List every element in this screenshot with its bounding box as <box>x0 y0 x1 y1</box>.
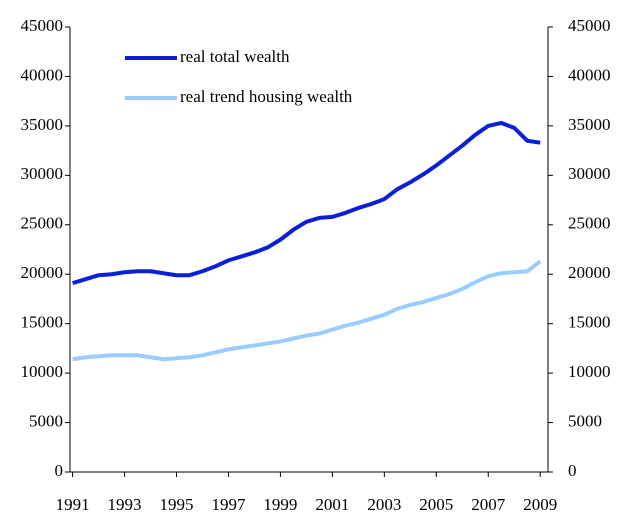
y-tick-label: 20000 <box>21 263 64 282</box>
x-tick-label: 1997 <box>211 495 246 514</box>
y-tick-label: 30000 <box>21 164 64 183</box>
x-tick-label: 1991 <box>56 495 90 514</box>
y2-tick-label: 35000 <box>568 115 611 134</box>
y2-tick-label: 0 <box>568 461 577 480</box>
x-tick-label: 2003 <box>367 495 401 514</box>
y-tick-label: 0 <box>55 461 64 480</box>
y-tick-label: 35000 <box>21 115 64 134</box>
x-tick-label: 1999 <box>263 495 297 514</box>
x-tick-label: 2001 <box>315 495 349 514</box>
legend-label: real trend housing wealth <box>180 87 353 106</box>
y2-tick-label: 20000 <box>568 263 611 282</box>
y-tick-label: 40000 <box>21 65 64 84</box>
x-tick-label: 2005 <box>419 495 453 514</box>
y2-tick-label: 45000 <box>568 16 611 35</box>
y2-tick-label: 15000 <box>568 313 611 332</box>
x-tick-label: 2007 <box>471 495 506 514</box>
y2-tick-label: 25000 <box>568 214 611 233</box>
y2-tick-label: 5000 <box>568 411 602 430</box>
y-tick-label: 5000 <box>29 411 63 430</box>
x-tick-label: 1995 <box>160 495 194 514</box>
y2-tick-label: 30000 <box>568 164 611 183</box>
x-tick-label: 2009 <box>523 495 557 514</box>
y-tick-label: 10000 <box>21 362 64 381</box>
y-tick-label: 45000 <box>21 16 64 35</box>
y-tick-label: 25000 <box>21 214 64 233</box>
y-tick-label: 15000 <box>21 313 64 332</box>
y2-tick-label: 10000 <box>568 362 611 381</box>
y2-tick-label: 40000 <box>568 65 611 84</box>
series-line <box>72 120 541 286</box>
x-tick-label: 1993 <box>108 495 142 514</box>
legend-label: real total wealth <box>180 47 290 66</box>
series-line <box>72 259 542 362</box>
